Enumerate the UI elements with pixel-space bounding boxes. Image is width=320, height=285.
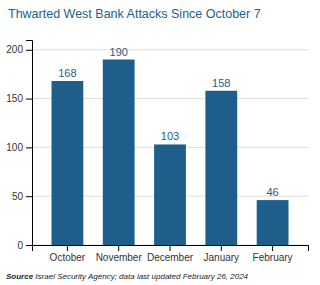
source-text: Israel Security Agency; data last update… [33,272,248,281]
x-tick-mark [170,245,171,251]
data-labels: 168 190 103 158 46 [58,46,279,199]
data-label: 158 [212,77,230,89]
data-label: 190 [110,46,128,58]
x-tick: November [96,245,143,263]
y-axis: 0 50 100 150 200 [6,41,32,251]
x-tick: December [147,245,194,263]
x-tick-mark [67,245,68,251]
x-axis: October November December January February [33,245,309,263]
y-axis-line [26,41,33,246]
bar [51,81,83,245]
y-tick: 0 [17,240,32,251]
grid [32,50,308,245]
y-tick-mark [26,99,32,100]
data-label: 103 [161,130,179,142]
x-tick: January [204,245,240,263]
x-tick-mark [221,245,222,251]
source-label: Source [6,272,34,281]
y-tick-label: 0 [17,240,23,251]
x-tick-label: January [204,252,240,263]
y-tick: 150 [6,93,32,104]
x-tick-label: November [96,252,143,263]
bar [103,60,135,245]
x-tick-label: October [50,252,86,263]
y-tick: 50 [12,191,32,202]
grid-line [32,49,308,50]
y-tick: 200 [6,44,32,55]
chart-svg: 0 50 100 150 200 October November December Janua… [0,0,320,285]
x-tick-label: February [253,252,293,263]
plot-area: 0 50 100 150 200 October November December Janua… [6,41,308,264]
y-tick-mark [26,50,32,51]
y-tick-label: 200 [6,44,23,55]
data-label: 168 [58,67,76,79]
source-note: Source Israel Security Agency; data last… [6,272,249,281]
data-label: 46 [266,186,278,198]
bars [51,60,288,245]
x-tick: October [50,245,86,263]
y-tick-label: 100 [6,142,23,153]
x-tick-mark [272,245,273,251]
bar [257,200,289,245]
y-tick-label: 50 [12,191,24,202]
x-axis-line [33,246,309,252]
x-tick-label: December [147,252,194,263]
x-tick-mark [118,245,119,251]
y-tick-mark [26,196,32,197]
title: Thwarted West Bank Attacks Since October… [8,7,261,21]
bar [205,91,237,245]
chart-container: 0 50 100 150 200 October November December Janua… [0,0,320,285]
bar [154,144,186,245]
x-tick: February [253,245,293,263]
y-tick-mark [26,147,32,148]
y-tick-label: 150 [6,93,23,104]
y-tick: 100 [6,142,32,153]
y-tick-mark [26,245,32,246]
